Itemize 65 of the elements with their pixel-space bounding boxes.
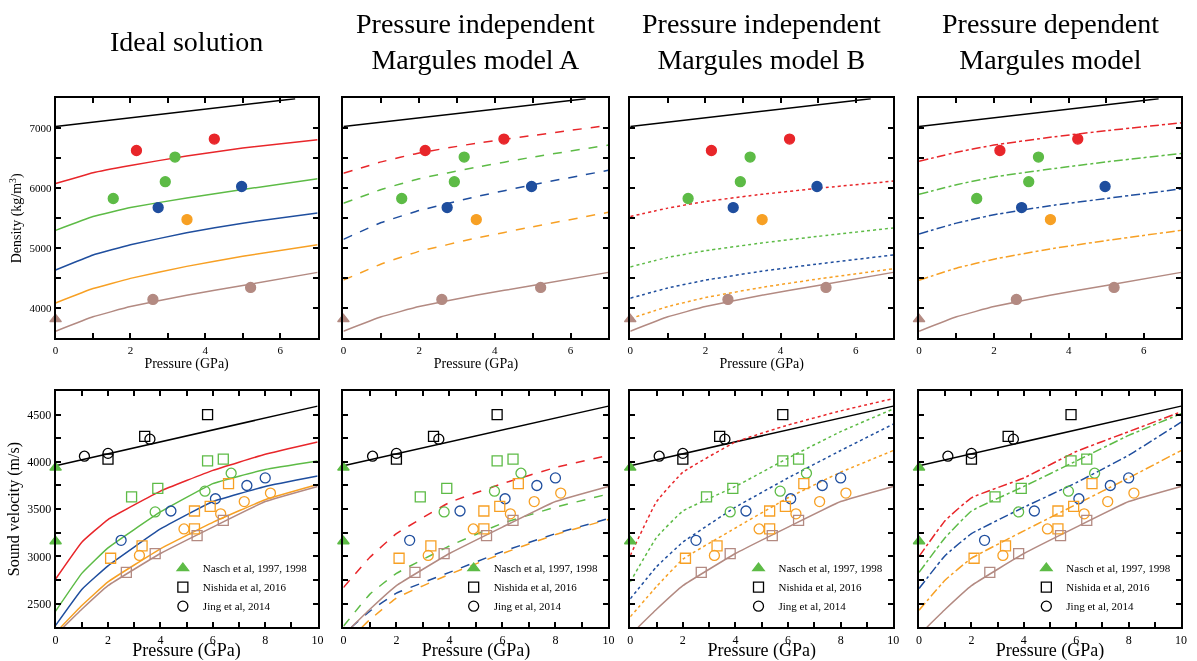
x-tick-label: 2 (968, 632, 975, 647)
chart-title: Pressure independent Margules model A (356, 8, 595, 76)
y-tick-label: 2500 (27, 596, 52, 611)
y-tick-label: 7000 (29, 122, 52, 135)
y-tick-label: 4500 (27, 407, 52, 422)
x-tick-label: 8 (837, 632, 844, 647)
x-tick-label: 8 (552, 632, 559, 647)
x-tick-label: 10 (602, 632, 615, 647)
x-tick-label: 8 (262, 632, 269, 647)
x-tick-label: 0 (52, 343, 59, 356)
x-tick-label: 0 (340, 632, 347, 647)
x-tick-label: 10 (1175, 632, 1188, 647)
chart-title: Ideal solution (110, 26, 264, 57)
x-axis-title: Pressure (GPa) (719, 355, 805, 372)
legend-label: Nishida et al, 2016 (778, 581, 863, 594)
x-tick-label: 10 (887, 632, 900, 647)
x-tick-label: 0 (916, 632, 923, 647)
legend-label: Nasch et al, 1997, 1998 (202, 562, 308, 575)
legend-label: Nishida et al, 2016 (202, 581, 287, 594)
y-tick-label: 4000 (29, 302, 52, 315)
legend-label: Nishida et al, 2016 (1066, 581, 1150, 594)
legend-label: Jing et al, 2014 (493, 600, 562, 613)
x-tick-label: 0 (627, 632, 634, 647)
x-tick-label: 4 (732, 632, 739, 647)
legend-label: Jing et al, 2014 (202, 600, 271, 613)
x-tick-label: 4 (202, 343, 209, 356)
x-tick-label: 8 (1125, 632, 1132, 647)
x-tick-label: 2 (702, 343, 709, 356)
x-tick-label: 4 (446, 632, 453, 647)
x-tick-label: 2 (991, 343, 997, 356)
x-tick-label: 6 (277, 343, 284, 356)
x-tick-label: 4 (777, 343, 784, 356)
x-axis-title: Pressure (GPa) (144, 355, 230, 372)
legend-label: Jing et al, 2014 (1066, 600, 1135, 613)
x-tick-label: 0 (627, 343, 634, 356)
x-tick-label: 6 (1140, 343, 1147, 356)
x-tick-label: 0 (916, 343, 923, 356)
chart-title: Pressure independent Margules model B (642, 8, 881, 76)
x-tick-label: 6 (567, 343, 574, 356)
legend-label: Nasch et al, 1997, 1998 (778, 562, 883, 575)
x-tick-label: 0 (52, 632, 59, 647)
x-tick-label: 2 (105, 632, 111, 647)
x-tick-label: 4 (1020, 632, 1027, 647)
legend-label: Nishida et al, 2016 (493, 581, 578, 594)
x-tick-label: 4 (157, 632, 164, 647)
x-tick-label: 10 (311, 632, 324, 647)
x-tick-label: 2 (127, 343, 134, 356)
legend-label: Nasch et al, 1997, 1998 (493, 562, 599, 575)
x-tick-label: 6 (852, 343, 859, 356)
x-tick-label: 2 (393, 632, 400, 647)
x-axis-title: Pressure (GPa) (433, 355, 519, 372)
x-tick-label: 4 (492, 343, 499, 356)
y-tick-label: 4000 (27, 455, 52, 470)
x-tick-label: 2 (416, 343, 422, 356)
y-tick-label: 5000 (29, 242, 52, 255)
y-tick-label: 3500 (27, 502, 52, 517)
legend-label: Nasch et al, 1997, 1998 (1066, 562, 1171, 575)
chart-title: Pressure dependent Margules model (942, 8, 1160, 76)
y-axis-title: Sound velocity (m/s) (4, 442, 23, 577)
y-tick-label: 3000 (27, 549, 52, 564)
x-tick-label: 2 (679, 632, 686, 647)
y-tick-label: 6000 (29, 182, 52, 195)
x-tick-label: 0 (340, 343, 347, 356)
legend-label: Jing et al, 2014 (778, 600, 847, 613)
x-tick-label: 4 (1066, 343, 1073, 356)
